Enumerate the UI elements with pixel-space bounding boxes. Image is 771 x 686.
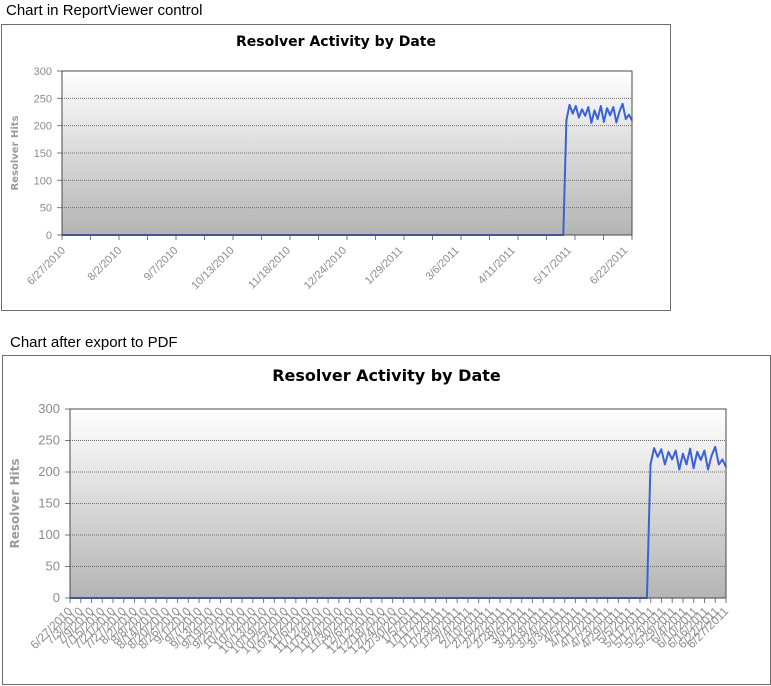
chart-frame-pdf-export: Resolver Activity by Date 0 50 100 150 200 250… [2,355,771,685]
y-tick-label: 0 [53,590,60,605]
data-point [653,447,655,449]
data-point [700,459,702,461]
data-point [671,458,673,461]
data-point [660,448,663,451]
chart-title: Resolver Activity by Date [272,366,501,385]
data-point [667,451,670,453]
data-point [710,454,713,457]
y-tick-label: 100 [34,175,52,187]
y-tick-label: 200 [38,464,60,479]
y-tick-label: 300 [38,401,60,416]
x-tick-label: 5/17/2011 [532,245,575,288]
x-tick-label: 4/11/2011 [476,245,518,287]
data-point [718,463,720,466]
caption-reportviewer: Chart in ReportViewer control [6,2,203,19]
x-tick-label: 6/27/2010 [25,245,68,288]
x-tick-label: 3/6/2011 [423,245,461,283]
plot-border [61,70,633,236]
y-tick-label: 150 [34,148,52,160]
x-tick-label: 6/22/2011 [588,245,631,288]
x-tick-label: 1/29/2011 [363,245,406,288]
data-point [603,121,605,123]
data-point [612,106,615,108]
data-point [584,115,586,117]
data-point [581,108,583,111]
x-tick-label: 9/7/2010 [142,245,181,284]
y-axis-title: Resolver Hits [8,459,22,549]
data-point [621,103,624,105]
data-point [682,452,684,455]
y-tick-label: 250 [34,93,52,105]
data-point [606,107,608,109]
x-tick-label: 11/18/2010 [246,245,293,292]
x-tick-label: 8/2/2010 [86,245,125,284]
data-point [721,458,724,461]
data-point [593,109,596,112]
y-tick-label: 300 [34,66,52,78]
x-tick-label: 12/24/2010 [302,245,349,292]
data-point [628,113,630,116]
data-point [703,449,706,452]
series-line [62,102,633,236]
data-point [565,119,568,121]
data-point [664,463,666,466]
chart-reportviewer: Resolver Activity by Date 0 50 100 150 200 250… [10,34,633,292]
caption-pdf-export: Chart after export to PDF [10,334,178,351]
y-axis-title: Resolver Hits [10,115,21,190]
data-point [656,456,659,458]
y-tick-label: 50 [46,559,60,574]
chart-title: Resolver Activity by Date [236,34,436,50]
data-point [714,446,717,448]
x-tick-label: 10/13/2010 [189,245,236,292]
series-line [70,445,727,599]
data-point [707,468,709,471]
data-point [571,112,574,115]
y-tick-label: 100 [38,527,60,542]
data-point [596,118,599,120]
y-tick-label: 200 [34,121,52,133]
data-point [599,105,602,107]
data-point [689,447,691,450]
chart-pdf-export: Resolver Activity by Date 0 50 100 150 200 250… [8,366,731,657]
data-point [624,118,627,120]
y-tick-label: 250 [38,433,60,448]
data-point [615,121,618,124]
y-tick-label: 150 [38,496,60,511]
chart-frame-reportviewer: Resolver Activity by Date 0 50 100 150 200 250… [1,24,671,311]
data-point [685,463,688,466]
data-point [618,110,621,113]
data-point [649,463,652,466]
data-point [692,467,695,470]
plot-border [69,408,727,599]
y-tick-label: 50 [40,203,52,215]
data-point [696,451,699,453]
data-point [578,116,580,119]
data-point [587,106,590,108]
data-point [574,105,577,107]
data-point [590,122,593,124]
data-point [609,114,611,117]
y-tick-label: 0 [46,230,52,242]
data-point [674,449,677,452]
data-point [568,104,571,106]
data-point [678,468,681,471]
